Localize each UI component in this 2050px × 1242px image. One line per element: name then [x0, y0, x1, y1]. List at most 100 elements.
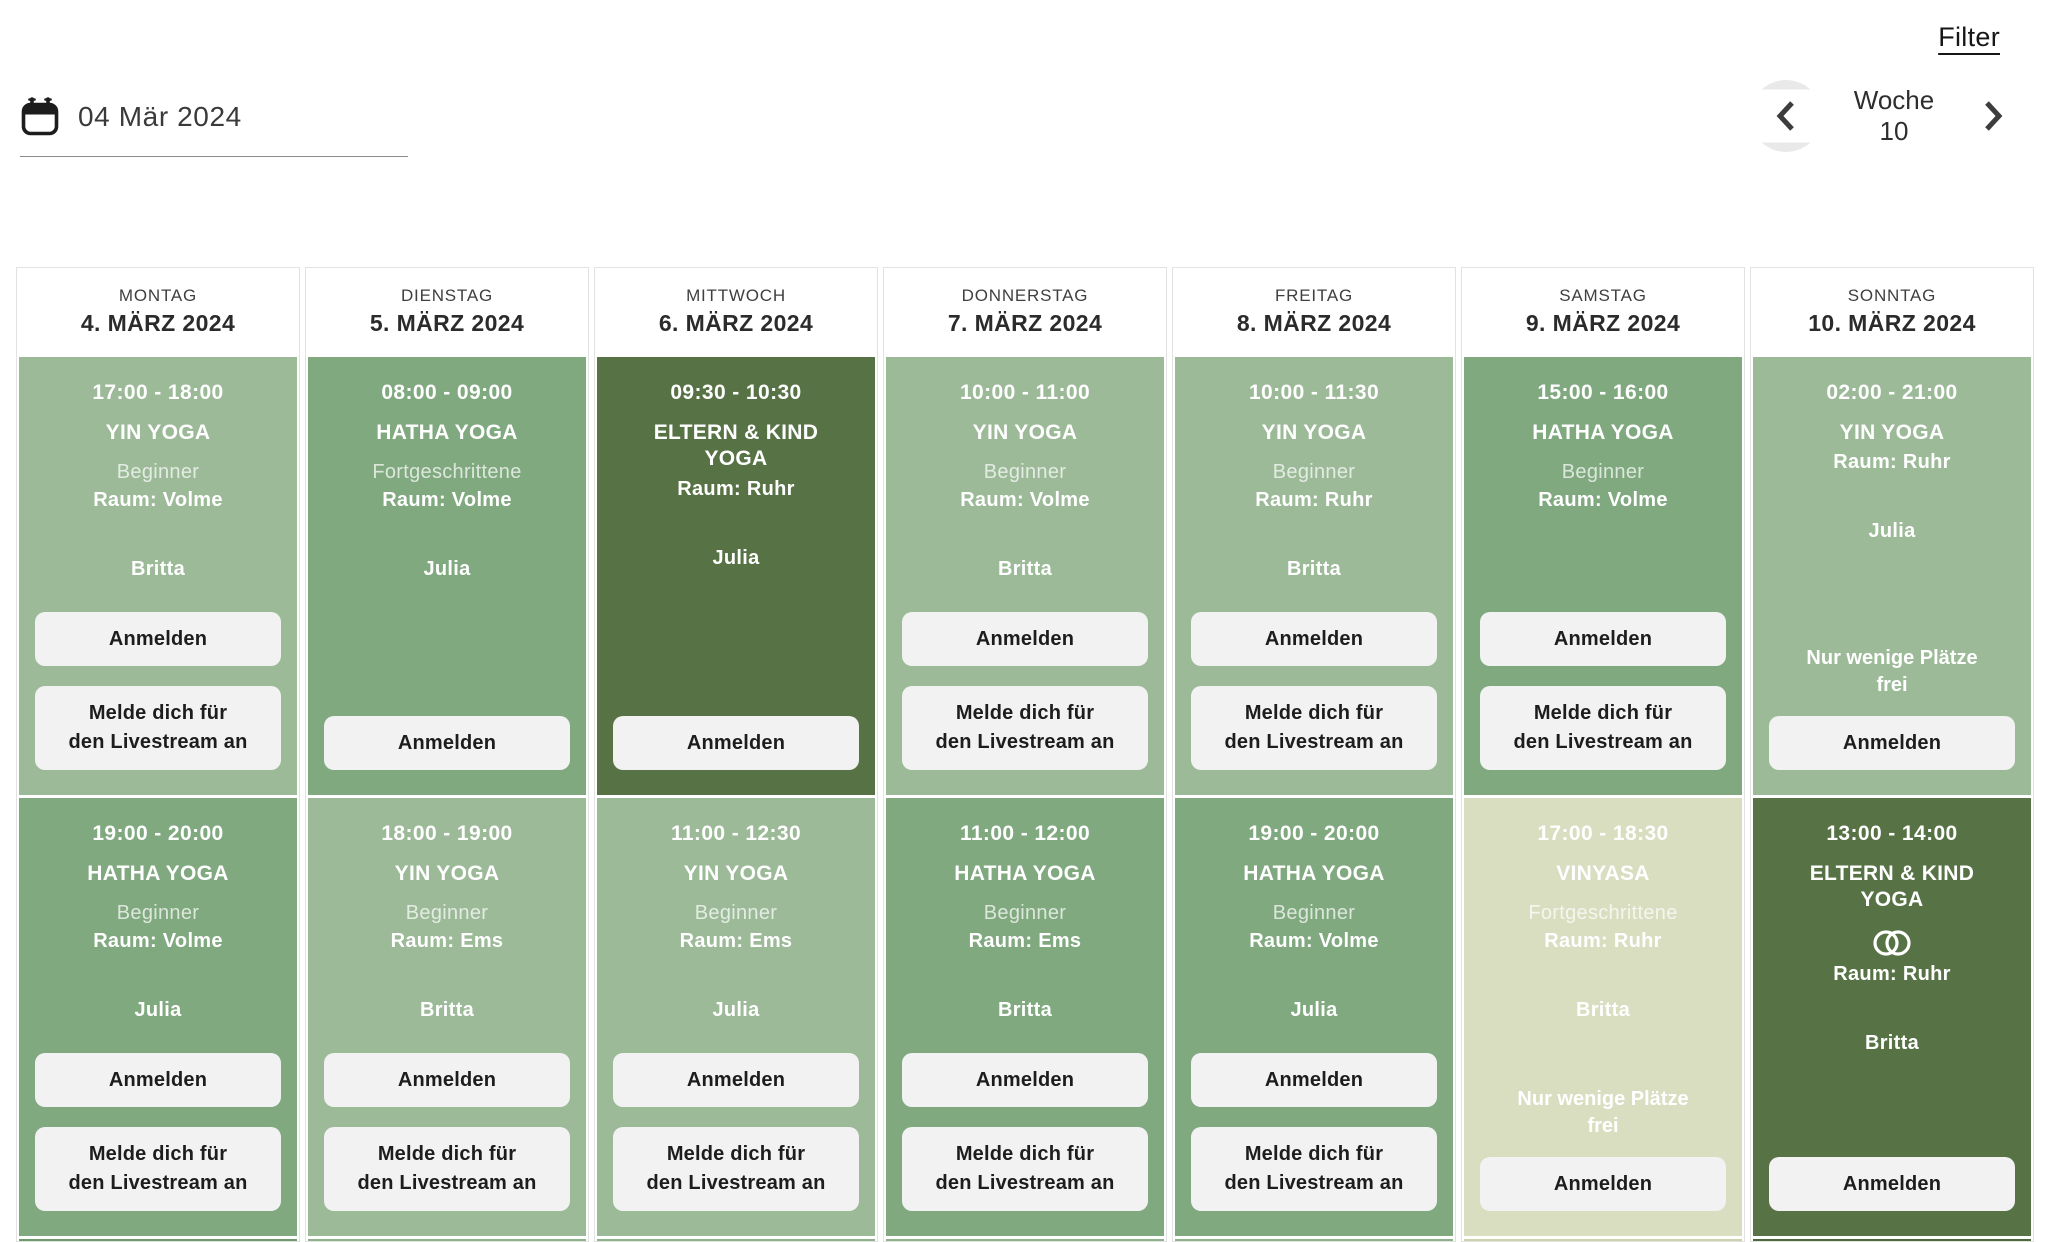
- day-column: SONNTAG 10. MÄRZ 2024 02:00 - 21:00 YIN …: [1750, 267, 2034, 1242]
- class-room: Raum: Ruhr: [1833, 451, 1951, 474]
- day-name: DONNERSTAG: [961, 285, 1089, 305]
- class-time: 10:00 - 11:00: [959, 381, 1091, 404]
- livestream-signup-button[interactable]: Melde dich für den Livestream an: [902, 1127, 1148, 1211]
- class-title: YIN YOGA: [394, 862, 500, 885]
- next-card-sliver: [886, 1239, 1164, 1241]
- class-title: HATHA YOGA: [1532, 421, 1674, 444]
- anmelden-button[interactable]: Anmelden: [1480, 612, 1726, 666]
- anmelden-button[interactable]: Anmelden: [902, 612, 1148, 666]
- class-card: 19:00 - 20:00 HATHA YOGA Beginner Raum: …: [19, 798, 297, 1236]
- anmelden-button[interactable]: Anmelden: [324, 716, 570, 770]
- class-room: Raum: Volme: [1538, 489, 1668, 512]
- day-name: MONTAG: [118, 285, 198, 305]
- class-level: Beginner: [1272, 461, 1356, 484]
- day-date: 5. MÄRZ 2024: [369, 309, 525, 336]
- day-name: FREITAG: [1274, 285, 1353, 305]
- day-column-header: SONNTAG 10. MÄRZ 2024: [1753, 268, 2031, 354]
- class-time: 13:00 - 14:00: [1826, 822, 1958, 845]
- livestream-button-line1: Melde dich für: [377, 1143, 517, 1165]
- anmelden-button[interactable]: Anmelden: [1191, 1053, 1437, 1107]
- day-column: DONNERSTAG 7. MÄRZ 2024 10:00 - 11:00 YI…: [883, 267, 1167, 1242]
- livestream-button-line1: Melde dich für: [88, 702, 228, 724]
- anmelden-button[interactable]: Anmelden: [613, 716, 859, 770]
- class-time: 08:00 - 09:00: [381, 381, 513, 404]
- livestream-signup-button[interactable]: Melde dich für den Livestream an: [902, 686, 1148, 770]
- class-room: Raum: Volme: [93, 930, 223, 953]
- class-card: 17:00 - 18:30 VINYASA Fortgeschrittene R…: [1464, 798, 1742, 1236]
- day-name: MITTWOCH: [686, 285, 786, 305]
- class-level: Beginner: [1272, 902, 1356, 925]
- livestream-signup-button[interactable]: Melde dich für den Livestream an: [1191, 686, 1437, 770]
- class-card: 11:00 - 12:30 YIN YOGA Beginner Raum: Em…: [597, 798, 875, 1236]
- livestream-signup-button[interactable]: Melde dich für den Livestream an: [1191, 1127, 1437, 1211]
- class-card: 17:00 - 18:00 YIN YOGA Beginner Raum: Vo…: [19, 357, 297, 795]
- day-column: FREITAG 8. MÄRZ 2024 10:00 - 11:30 YIN Y…: [1172, 267, 1456, 1242]
- next-card-sliver: [19, 1239, 297, 1241]
- class-instructor: Britta: [1864, 1031, 1920, 1054]
- livestream-button-line2: den Livestream an: [1224, 731, 1404, 753]
- anmelden-button[interactable]: Anmelden: [1769, 1157, 2015, 1211]
- day-date: 6. MÄRZ 2024: [658, 309, 814, 336]
- class-time: 10:00 - 11:30: [1248, 381, 1380, 404]
- date-picker-field[interactable]: 04 Mär 2024: [20, 96, 408, 157]
- class-card: 02:00 - 21:00 YIN YOGA Raum: Ruhr Julia …: [1753, 357, 2031, 795]
- next-card-sliver: [597, 1239, 875, 1241]
- week-navigation: Woche 10: [1750, 80, 2014, 152]
- next-card-sliver: [1175, 1239, 1453, 1241]
- class-time: 18:00 - 19:00: [381, 822, 513, 845]
- anmelden-button[interactable]: Anmelden: [35, 612, 281, 666]
- class-room: Raum: Ruhr: [1255, 489, 1373, 512]
- class-card: 08:00 - 09:00 HATHA YOGA Fortgeschritten…: [308, 357, 586, 795]
- livestream-signup-button[interactable]: Melde dich für den Livestream an: [35, 1127, 281, 1211]
- class-time: 02:00 - 21:00: [1826, 381, 1958, 404]
- class-title: HATHA YOGA: [954, 862, 1096, 885]
- anmelden-button-label: Anmelden: [686, 731, 786, 754]
- anmelden-button[interactable]: Anmelden: [902, 1053, 1148, 1107]
- date-value: 04 Mär 2024: [78, 101, 242, 132]
- class-time: 17:00 - 18:00: [92, 381, 224, 404]
- class-room: Raum: Ruhr: [1544, 930, 1662, 953]
- class-room: Raum: Volme: [93, 489, 223, 512]
- anmelden-button-label: Anmelden: [1842, 1172, 1942, 1195]
- livestream-signup-button[interactable]: Melde dich für den Livestream an: [1480, 686, 1726, 770]
- previous-week-button[interactable]: [1750, 80, 1822, 152]
- livestream-button-line2: den Livestream an: [68, 731, 248, 753]
- class-level: Fortgeschrittene: [1528, 902, 1678, 925]
- anmelden-button[interactable]: Anmelden: [324, 1053, 570, 1107]
- livestream-signup-button[interactable]: Melde dich für den Livestream an: [35, 686, 281, 770]
- filter-link[interactable]: Filter: [1938, 22, 2000, 52]
- anmelden-button[interactable]: Anmelden: [1769, 716, 2015, 770]
- class-card: 10:00 - 11:30 YIN YOGA Beginner Raum: Ru…: [1175, 357, 1453, 795]
- week-number: 10: [1879, 116, 1909, 146]
- class-time: 17:00 - 18:30: [1537, 822, 1669, 845]
- class-level: Beginner: [116, 902, 200, 925]
- class-level: Beginner: [116, 461, 200, 484]
- day-name: DIENSTAG: [400, 285, 494, 305]
- livestream-button-line1: Melde dich für: [1244, 1143, 1384, 1165]
- class-instructor: Julia: [134, 999, 182, 1022]
- livestream-signup-button[interactable]: Melde dich für den Livestream an: [324, 1127, 570, 1211]
- calendar-icon: [20, 96, 60, 138]
- availability-status: Nur wenige Plätze frei: [1517, 1088, 1689, 1137]
- livestream-signup-button[interactable]: Melde dich für den Livestream an: [613, 1127, 859, 1211]
- livestream-button-line1: Melde dich für: [955, 1143, 1095, 1165]
- anmelden-button[interactable]: Anmelden: [1191, 612, 1437, 666]
- class-title: YIN YOGA: [1261, 421, 1367, 444]
- anmelden-button-label: Anmelden: [975, 627, 1075, 650]
- anmelden-button-label: Anmelden: [1264, 627, 1364, 650]
- anmelden-button[interactable]: Anmelden: [35, 1053, 281, 1107]
- class-title: HATHA YOGA: [376, 421, 518, 444]
- anmelden-button-label: Anmelden: [397, 1068, 497, 1091]
- day-column-header: SAMSTAG 9. MÄRZ 2024: [1464, 268, 1742, 354]
- class-instructor: Britta: [1286, 558, 1342, 581]
- class-card: 19:00 - 20:00 HATHA YOGA Beginner Raum: …: [1175, 798, 1453, 1236]
- livestream-button-line2: den Livestream an: [646, 1172, 826, 1194]
- day-date: 4. MÄRZ 2024: [80, 309, 236, 336]
- next-week-button[interactable]: [1972, 84, 2014, 148]
- chevron-left-icon: [1775, 99, 1797, 133]
- anmelden-button[interactable]: Anmelden: [1480, 1157, 1726, 1211]
- class-time: 11:00 - 12:30: [670, 822, 802, 845]
- anmelden-button[interactable]: Anmelden: [613, 1053, 859, 1107]
- day-column: MONTAG 4. MÄRZ 2024 17:00 - 18:00 YIN YO…: [16, 267, 300, 1242]
- class-level: Beginner: [1561, 461, 1645, 484]
